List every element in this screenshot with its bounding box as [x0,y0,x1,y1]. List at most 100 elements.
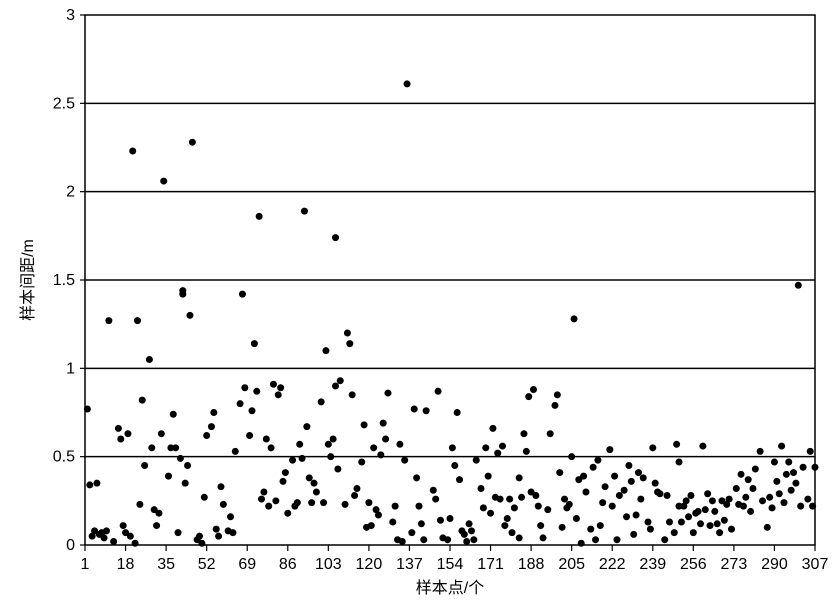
data-point [711,508,718,515]
data-point [790,469,797,476]
data-point [647,526,654,533]
data-point [554,391,561,398]
data-point [332,234,339,241]
data-point [311,480,318,487]
data-point [778,443,785,450]
data-point [451,462,458,469]
data-point [318,398,325,405]
data-point [656,490,663,497]
data-point [602,483,609,490]
data-point [661,536,668,543]
data-point [258,496,265,503]
data-point [649,444,656,451]
data-point [461,531,468,538]
data-point [516,474,523,481]
svg-text:52: 52 [198,556,216,573]
data-point [184,462,191,469]
data-point [115,425,122,432]
data-point [382,436,389,443]
data-point [470,536,477,543]
data-point [721,517,728,524]
data-point [599,499,606,506]
data-point [788,487,795,494]
data-point [764,524,771,531]
data-point [752,466,759,473]
data-point [103,527,110,534]
data-point [714,520,721,527]
data-point [413,474,420,481]
data-point [792,480,799,487]
chart-svg: 1183552698610312013715417118820522223925… [0,0,832,616]
data-point [294,499,301,506]
data-point [342,501,349,508]
data-point [625,462,632,469]
data-point [220,501,227,508]
data-point [690,529,697,536]
data-point [404,80,411,87]
data-point [773,478,780,485]
data-point [303,423,310,430]
data-point [628,478,635,485]
data-point [535,503,542,510]
data-point [253,388,260,395]
data-point [804,496,811,503]
data-point [337,377,344,384]
data-point [301,208,308,215]
svg-text:171: 171 [477,556,504,573]
data-point [707,522,714,529]
data-point [270,381,277,388]
data-point [520,430,527,437]
data-point [504,515,511,522]
data-point [540,534,547,541]
data-point [645,519,652,526]
svg-text:2: 2 [66,184,75,201]
data-point [280,478,287,485]
data-point [368,522,375,529]
data-point [497,496,504,503]
data-point [251,340,258,347]
data-point [201,494,208,501]
y-axis-label: 样本间距/m [19,239,37,321]
data-point [344,330,351,337]
data-point [334,466,341,473]
svg-text:307: 307 [802,556,829,573]
data-point [609,503,616,510]
data-point [136,501,143,508]
svg-text:222: 222 [599,556,626,573]
data-point [284,510,291,517]
data-point [606,446,613,453]
data-point [256,213,263,220]
data-point [447,515,454,522]
data-point [494,450,501,457]
data-point [587,526,594,533]
data-point [597,522,604,529]
data-point [282,469,289,476]
data-point [332,383,339,390]
data-point [420,536,427,543]
data-point [809,503,816,510]
data-point [153,522,160,529]
data-point [155,510,162,517]
data-point [179,287,186,294]
data-point [248,407,255,414]
data-point [177,455,184,462]
data-point [93,480,100,487]
data-point [699,443,706,450]
data-point [275,391,282,398]
data-point [265,503,272,510]
data-point [435,388,442,395]
data-point [170,411,177,418]
data-point [239,291,246,298]
data-point [227,513,234,520]
data-point [613,536,620,543]
data-point [401,457,408,464]
data-point [101,534,108,541]
data-point [196,533,203,540]
data-point [423,407,430,414]
scatter-chart: 1183552698610312013715417118820522223925… [0,0,832,616]
data-point [308,499,315,506]
data-point [738,471,745,478]
data-point [466,520,473,527]
data-point [277,384,284,391]
data-point [232,448,239,455]
